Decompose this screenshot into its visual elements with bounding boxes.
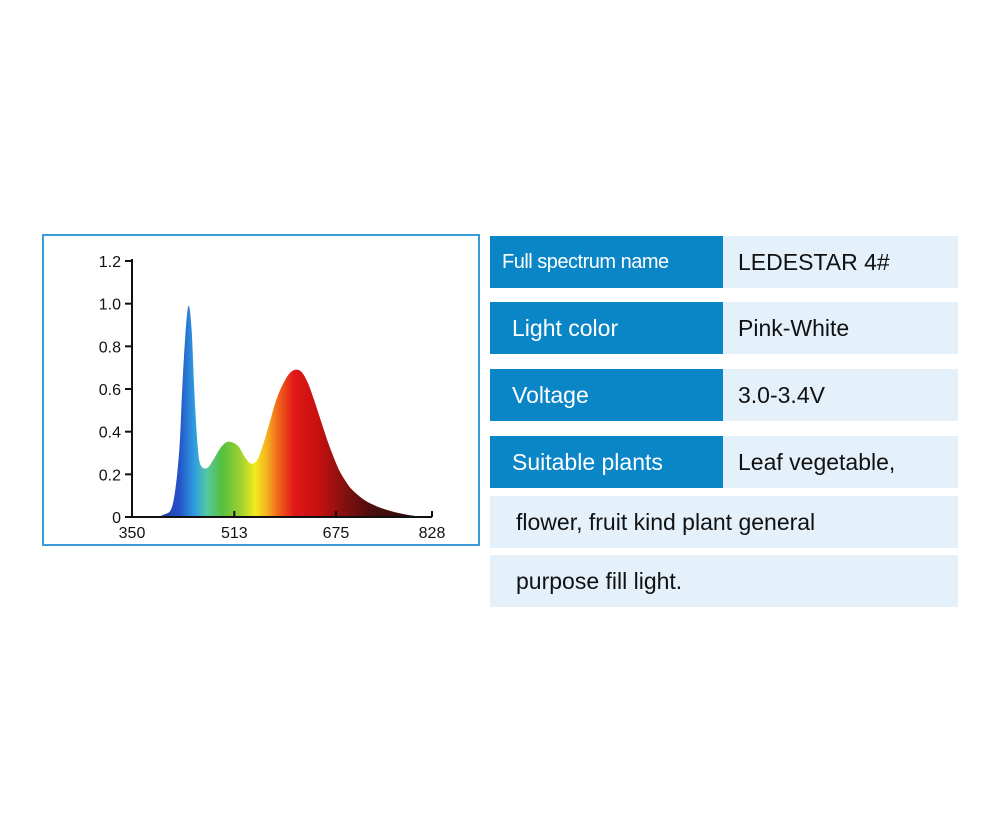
spec-row-spectrum-name: Full spectrum name LEDESTAR 4#: [490, 236, 958, 288]
spec-row-light-color: Light color Pink-White: [490, 302, 958, 354]
x-tick-label: 675: [323, 525, 350, 542]
spec-continuation-line: purpose fill light.: [490, 555, 958, 607]
y-tick-label: 0.4: [99, 425, 121, 442]
spec-value: Leaf vegetable,: [738, 449, 896, 475]
chart-ticks: 0 0.2 0.4 0.6 0.8 1.0 1.2 350 513 675 828: [99, 254, 446, 542]
y-tick-label: 0.8: [99, 339, 121, 356]
y-tick-label: 0: [112, 510, 121, 527]
spec-continuation-line: flower, fruit kind plant general: [490, 496, 958, 548]
x-tick-label: 828: [419, 525, 446, 542]
spectrum-chart: 0 0.2 0.4 0.6 0.8 1.0 1.2 350 513 675 828: [42, 234, 480, 546]
y-tick-label: 1.0: [99, 297, 121, 314]
spec-label: Suitable plants: [490, 436, 723, 488]
spec-label: Voltage: [490, 369, 723, 421]
spec-row-voltage: Voltage 3.0-3.4V: [490, 369, 958, 421]
spectrum-chart-svg: 0 0.2 0.4 0.6 0.8 1.0 1.2 350 513 675 828: [99, 254, 446, 542]
spec-value: LEDESTAR 4#: [738, 249, 890, 275]
y-tick-label: 0.6: [99, 382, 121, 399]
spectrum-area: [147, 305, 424, 517]
spec-label: Full spectrum name: [490, 236, 723, 288]
y-tick-label: 0.2: [99, 467, 121, 484]
y-tick-label: 1.2: [99, 254, 121, 271]
spec-value: Pink-White: [738, 315, 850, 341]
spec-row-suitable-plants: Suitable plants Leaf vegetable,: [490, 436, 958, 488]
spec-label: Light color: [490, 302, 723, 354]
x-tick-label: 513: [221, 525, 248, 542]
x-tick-label: 350: [119, 525, 146, 542]
spec-value: 3.0-3.4V: [738, 382, 825, 408]
